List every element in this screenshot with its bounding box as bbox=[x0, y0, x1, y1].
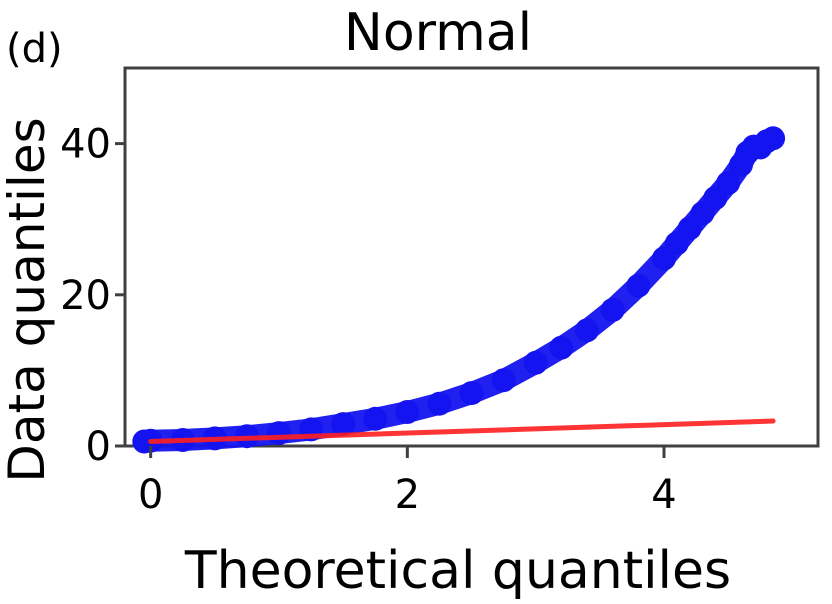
data-point bbox=[491, 368, 516, 393]
quantile-band bbox=[133, 127, 785, 453]
x-axis: 0 2 4 bbox=[138, 446, 677, 518]
y-tick-label: 40 bbox=[60, 122, 111, 168]
data-point bbox=[626, 273, 651, 298]
data-point bbox=[575, 318, 599, 343]
y-tick-label: 20 bbox=[60, 273, 111, 319]
data-point bbox=[549, 335, 574, 360]
data-point bbox=[716, 170, 741, 195]
x-axis-label: Theoretical quantiles bbox=[184, 541, 731, 601]
data-point bbox=[363, 406, 388, 431]
x-tick-label: 4 bbox=[651, 472, 676, 518]
data-point bbox=[523, 350, 548, 375]
x-tick-label: 2 bbox=[395, 472, 420, 518]
plot-area bbox=[132, 126, 786, 454]
data-point bbox=[267, 421, 291, 446]
reference-line bbox=[148, 418, 776, 444]
y-axis: 0 20 40 bbox=[60, 122, 125, 470]
data-point bbox=[459, 381, 484, 406]
data-point bbox=[331, 412, 356, 437]
data-point bbox=[761, 126, 786, 151]
data-point bbox=[395, 400, 420, 424]
data-point bbox=[427, 391, 452, 416]
x-tick-label: 0 bbox=[138, 472, 163, 518]
y-axis-label: Data quantiles bbox=[0, 117, 56, 482]
y-tick-label: 0 bbox=[86, 424, 111, 470]
panel-label: (d) bbox=[6, 26, 63, 72]
chart-title: Normal bbox=[344, 3, 532, 63]
data-point bbox=[600, 297, 625, 322]
plot-frame bbox=[123, 66, 820, 448]
